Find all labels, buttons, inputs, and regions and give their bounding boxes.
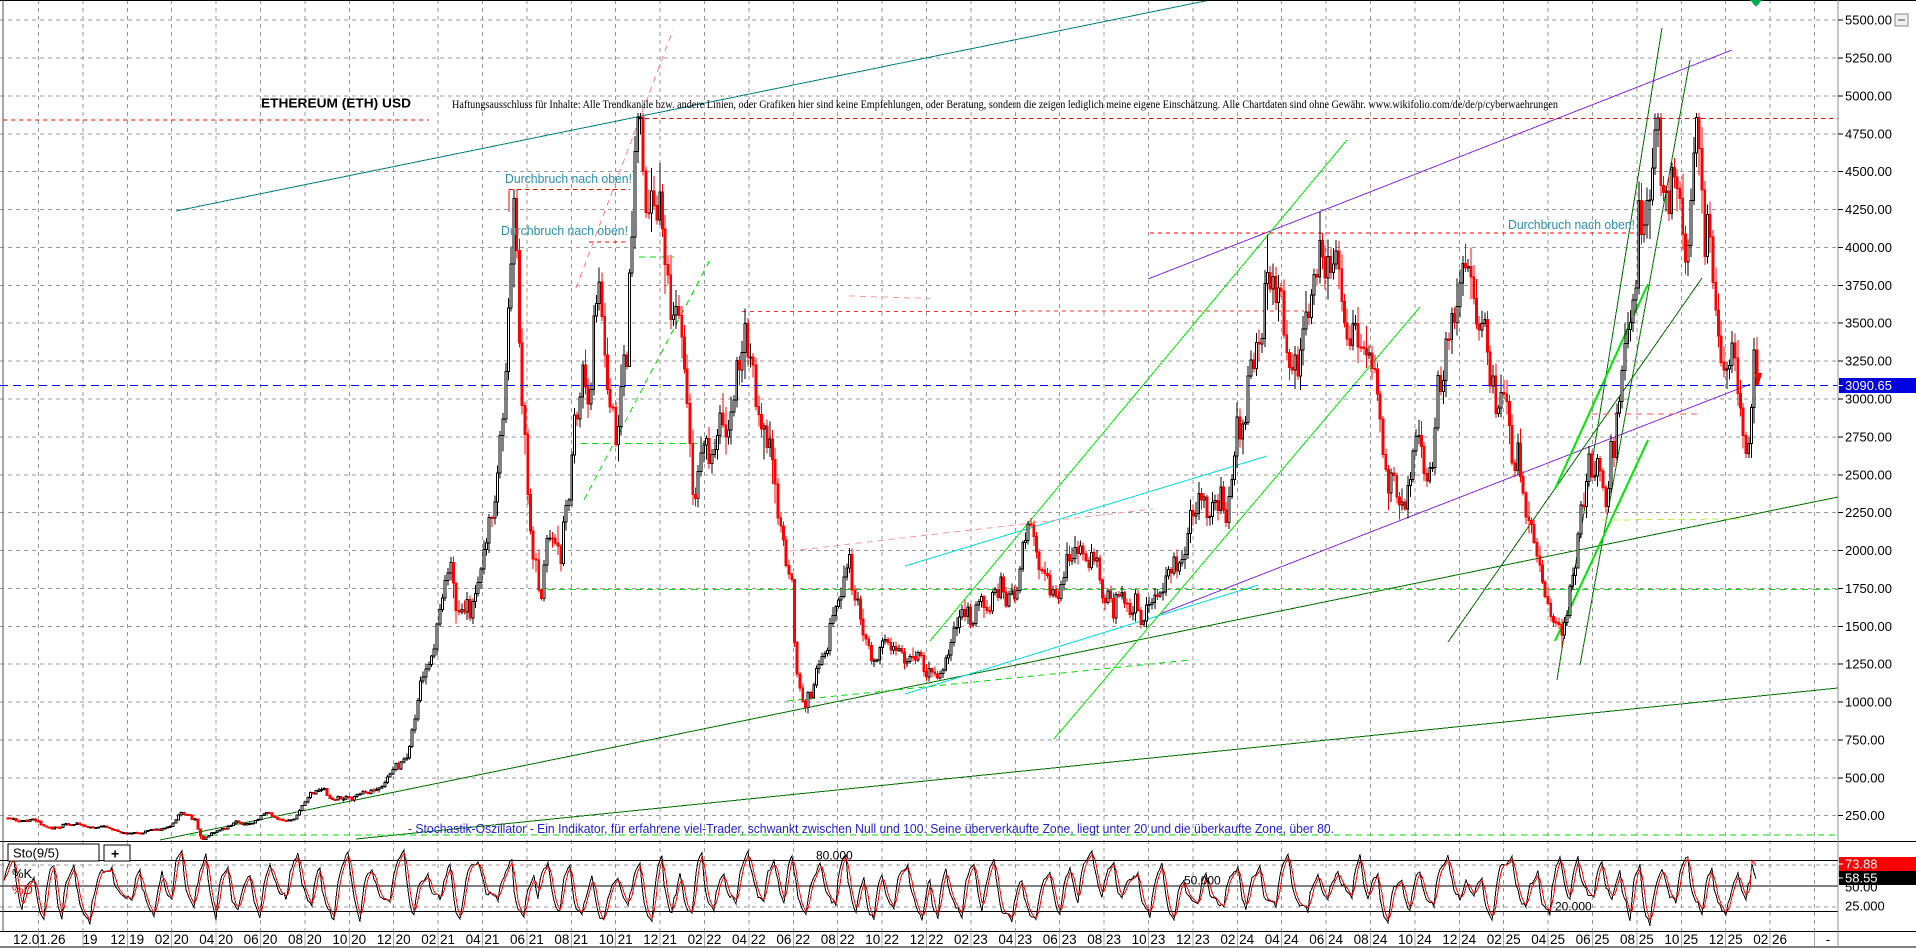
svg-text:12 25: 12 25 [1709, 932, 1743, 947]
svg-text:08 24: 08 24 [1354, 932, 1388, 947]
svg-text:02 23: 02 23 [954, 932, 988, 947]
svg-text:04 21: 04 21 [466, 932, 500, 947]
svg-text:%D: %D [12, 882, 33, 897]
svg-text:4750.00: 4750.00 [1845, 126, 1892, 141]
svg-text:19: 19 [82, 932, 97, 947]
svg-text:02 21: 02 21 [421, 932, 455, 947]
svg-text:5500.00: 5500.00 [1845, 13, 1892, 28]
svg-text:Durchbruch nach oben!: Durchbruch nach oben! [501, 224, 628, 238]
svg-text:08 20: 08 20 [288, 932, 322, 947]
svg-text:3000.00: 3000.00 [1845, 392, 1892, 407]
svg-text:10 22: 10 22 [865, 932, 899, 947]
svg-text:02 26: 02 26 [1753, 932, 1787, 947]
svg-text:02 22: 02 22 [688, 932, 722, 947]
svg-text:4250.00: 4250.00 [1845, 202, 1892, 217]
svg-text:2750.00: 2750.00 [1845, 429, 1892, 444]
svg-text:08 21: 08 21 [554, 932, 588, 947]
svg-text:3750.00: 3750.00 [1845, 278, 1892, 293]
svg-text:Durchbruch nach oben!: Durchbruch nach oben! [505, 172, 632, 186]
svg-text:12 24: 12 24 [1442, 932, 1476, 947]
svg-text:2500.00: 2500.00 [1845, 467, 1892, 482]
svg-text:1250.00: 1250.00 [1845, 657, 1892, 672]
svg-text:06 24: 06 24 [1309, 932, 1343, 947]
svg-text:-: - [1826, 932, 1831, 947]
svg-text:1750.00: 1750.00 [1845, 581, 1892, 596]
svg-text:08 22: 08 22 [821, 932, 855, 947]
svg-text:1500.00: 1500.00 [1845, 619, 1892, 634]
svg-text:02 20: 02 20 [155, 932, 189, 947]
svg-text:58.55: 58.55 [1845, 871, 1878, 886]
svg-text:1000.00: 1000.00 [1845, 695, 1892, 710]
svg-text:4500.00: 4500.00 [1845, 164, 1892, 179]
svg-text:04 22: 04 22 [732, 932, 766, 947]
svg-text:ETHEREUM (ETH) USD: ETHEREUM (ETH) USD [261, 96, 411, 111]
svg-text:04 24: 04 24 [1265, 932, 1299, 947]
svg-text:10 25: 10 25 [1664, 932, 1698, 947]
svg-text:5250.00: 5250.00 [1845, 51, 1892, 66]
svg-text:06 22: 06 22 [776, 932, 810, 947]
svg-text:10 24: 10 24 [1398, 932, 1432, 947]
svg-text:04 20: 04 20 [199, 932, 233, 947]
svg-text:50.000: 50.000 [1184, 874, 1221, 888]
svg-text:02 24: 02 24 [1220, 932, 1254, 947]
svg-text:06 25: 06 25 [1576, 932, 1610, 947]
svg-text:12 21: 12 21 [643, 932, 677, 947]
svg-text:80.000: 80.000 [816, 849, 853, 863]
svg-text:5000.00: 5000.00 [1845, 89, 1892, 104]
svg-text:2250.00: 2250.00 [1845, 505, 1892, 520]
svg-text:10 21: 10 21 [599, 932, 633, 947]
svg-text:Haftungsausschluss für Inhalte: Haftungsausschluss für Inhalte: Alle Tre… [452, 97, 1558, 111]
svg-text:06 20: 06 20 [244, 932, 278, 947]
svg-text:02 25: 02 25 [1487, 932, 1521, 947]
svg-text:+: + [111, 846, 119, 862]
svg-text:12 22: 12 22 [910, 932, 944, 947]
svg-text:25.000: 25.000 [1845, 899, 1885, 914]
svg-text:500.00: 500.00 [1845, 770, 1885, 785]
svg-text:3250.00: 3250.00 [1845, 354, 1892, 369]
svg-text:Sto(9/5): Sto(9/5) [13, 846, 59, 861]
svg-text:Durchbruch nach oben!: Durchbruch nach oben! [1508, 218, 1635, 232]
svg-text:12 20: 12 20 [377, 932, 411, 947]
svg-text:08 23: 08 23 [1087, 932, 1121, 947]
svg-text:04 25: 04 25 [1531, 932, 1565, 947]
svg-text:3090.65: 3090.65 [1845, 378, 1892, 393]
svg-text:20.000: 20.000 [1555, 900, 1592, 914]
svg-text:250.00: 250.00 [1845, 808, 1885, 823]
svg-text:12.01.26: 12.01.26 [13, 932, 66, 947]
svg-text:06 21: 06 21 [510, 932, 544, 947]
svg-text:73.88: 73.88 [1845, 857, 1878, 872]
svg-text:12 23: 12 23 [1176, 932, 1210, 947]
svg-text:2000.00: 2000.00 [1845, 543, 1892, 558]
svg-text:3500.00: 3500.00 [1845, 316, 1892, 331]
svg-text:10 20: 10 20 [332, 932, 366, 947]
svg-text:750.00: 750.00 [1845, 732, 1885, 747]
svg-text:06 23: 06 23 [1043, 932, 1077, 947]
svg-text:4000.00: 4000.00 [1845, 240, 1892, 255]
svg-text:12 19: 12 19 [110, 932, 144, 947]
svg-text:08 25: 08 25 [1620, 932, 1654, 947]
svg-text:04 23: 04 23 [998, 932, 1032, 947]
svg-text:%K: %K [12, 866, 33, 881]
svg-text:10 23: 10 23 [1132, 932, 1166, 947]
svg-text:- Stochastik-Oszillator - Ein: - Stochastik-Oszillator - Ein Indikator,… [408, 822, 1334, 836]
